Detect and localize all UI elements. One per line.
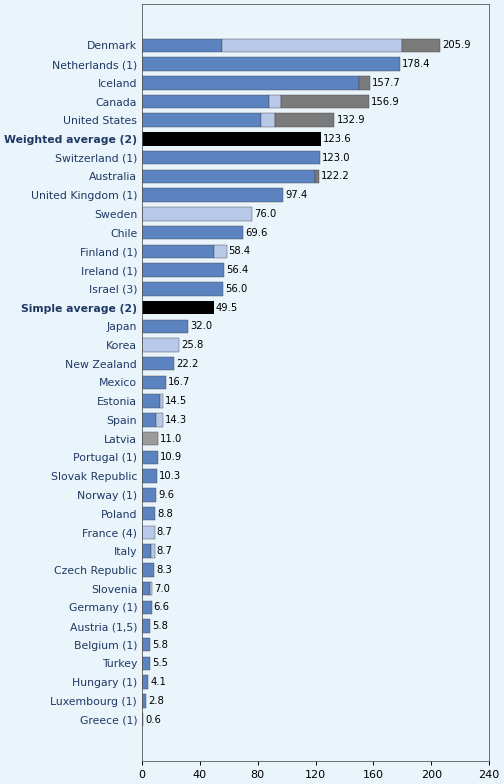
Bar xyxy=(142,207,252,220)
Text: 58.4: 58.4 xyxy=(229,246,251,256)
Bar xyxy=(151,544,155,558)
Text: 14.5: 14.5 xyxy=(165,396,187,406)
Text: 76.0: 76.0 xyxy=(254,209,276,219)
Bar xyxy=(359,76,370,89)
Bar xyxy=(142,470,157,483)
Text: 56.0: 56.0 xyxy=(225,284,247,294)
Bar xyxy=(275,114,334,127)
Bar xyxy=(142,601,152,614)
Bar xyxy=(214,245,226,258)
Text: 178.4: 178.4 xyxy=(402,59,431,69)
Text: 14.3: 14.3 xyxy=(165,415,187,425)
Text: 8.3: 8.3 xyxy=(156,564,172,575)
Text: 22.2: 22.2 xyxy=(176,359,199,368)
Text: 16.7: 16.7 xyxy=(168,377,191,387)
Text: 8.7: 8.7 xyxy=(157,546,173,556)
Bar xyxy=(157,413,163,426)
Bar xyxy=(142,694,146,708)
Text: 97.4: 97.4 xyxy=(285,191,307,200)
Bar xyxy=(160,394,163,408)
Text: 8.8: 8.8 xyxy=(157,509,173,518)
Bar xyxy=(142,413,157,426)
Text: 205.9: 205.9 xyxy=(442,40,471,50)
Bar xyxy=(142,563,154,576)
Bar xyxy=(142,676,148,689)
Bar xyxy=(142,301,214,314)
Bar xyxy=(142,338,179,352)
Bar xyxy=(142,657,150,670)
Bar xyxy=(142,488,156,502)
Bar xyxy=(142,169,315,183)
Bar xyxy=(142,619,150,633)
Bar xyxy=(142,713,143,727)
Bar xyxy=(142,76,359,89)
Text: 123.6: 123.6 xyxy=(323,134,352,144)
Text: 6.6: 6.6 xyxy=(154,602,170,612)
Bar xyxy=(142,507,155,521)
Text: 10.9: 10.9 xyxy=(160,452,182,463)
Text: 5.5: 5.5 xyxy=(152,659,168,669)
Bar xyxy=(261,114,275,127)
Text: 11.0: 11.0 xyxy=(160,434,182,444)
Bar xyxy=(142,544,151,558)
Bar xyxy=(142,151,320,165)
Text: 5.8: 5.8 xyxy=(153,640,168,650)
Bar xyxy=(402,38,440,52)
Text: 25.8: 25.8 xyxy=(181,340,204,350)
Bar xyxy=(142,245,214,258)
Bar xyxy=(142,376,166,389)
Bar xyxy=(150,582,152,595)
Text: 132.9: 132.9 xyxy=(337,115,365,125)
Text: 7.0: 7.0 xyxy=(154,583,170,593)
Text: 10.3: 10.3 xyxy=(159,471,181,481)
Text: 32.0: 32.0 xyxy=(191,321,213,332)
Bar xyxy=(142,188,283,202)
Text: 0.6: 0.6 xyxy=(145,715,161,724)
Text: 56.4: 56.4 xyxy=(226,265,248,275)
Bar xyxy=(142,582,150,595)
Bar xyxy=(142,38,222,52)
Text: 123.0: 123.0 xyxy=(322,153,351,163)
Bar xyxy=(142,432,158,445)
Bar xyxy=(142,57,400,71)
Text: 5.8: 5.8 xyxy=(153,621,168,631)
Bar xyxy=(142,132,321,146)
Bar xyxy=(142,451,158,464)
Bar xyxy=(142,320,188,333)
Text: 49.5: 49.5 xyxy=(216,303,238,313)
Bar xyxy=(269,95,281,108)
Text: 9.6: 9.6 xyxy=(158,490,174,500)
Bar xyxy=(142,525,155,539)
Bar xyxy=(142,114,261,127)
Bar xyxy=(142,638,150,652)
Bar xyxy=(142,357,174,371)
Text: 157.7: 157.7 xyxy=(372,78,401,88)
Text: 69.6: 69.6 xyxy=(245,227,267,238)
Bar xyxy=(142,263,224,277)
Text: 8.7: 8.7 xyxy=(157,528,173,537)
Bar xyxy=(142,394,160,408)
Bar xyxy=(281,95,369,108)
Text: 2.8: 2.8 xyxy=(148,696,164,706)
Bar xyxy=(315,169,319,183)
Bar xyxy=(142,282,223,296)
Bar xyxy=(142,95,269,108)
Bar xyxy=(142,226,243,239)
Text: 122.2: 122.2 xyxy=(321,172,350,181)
Text: 156.9: 156.9 xyxy=(371,96,400,107)
Text: 4.1: 4.1 xyxy=(150,677,166,688)
Bar xyxy=(222,38,402,52)
